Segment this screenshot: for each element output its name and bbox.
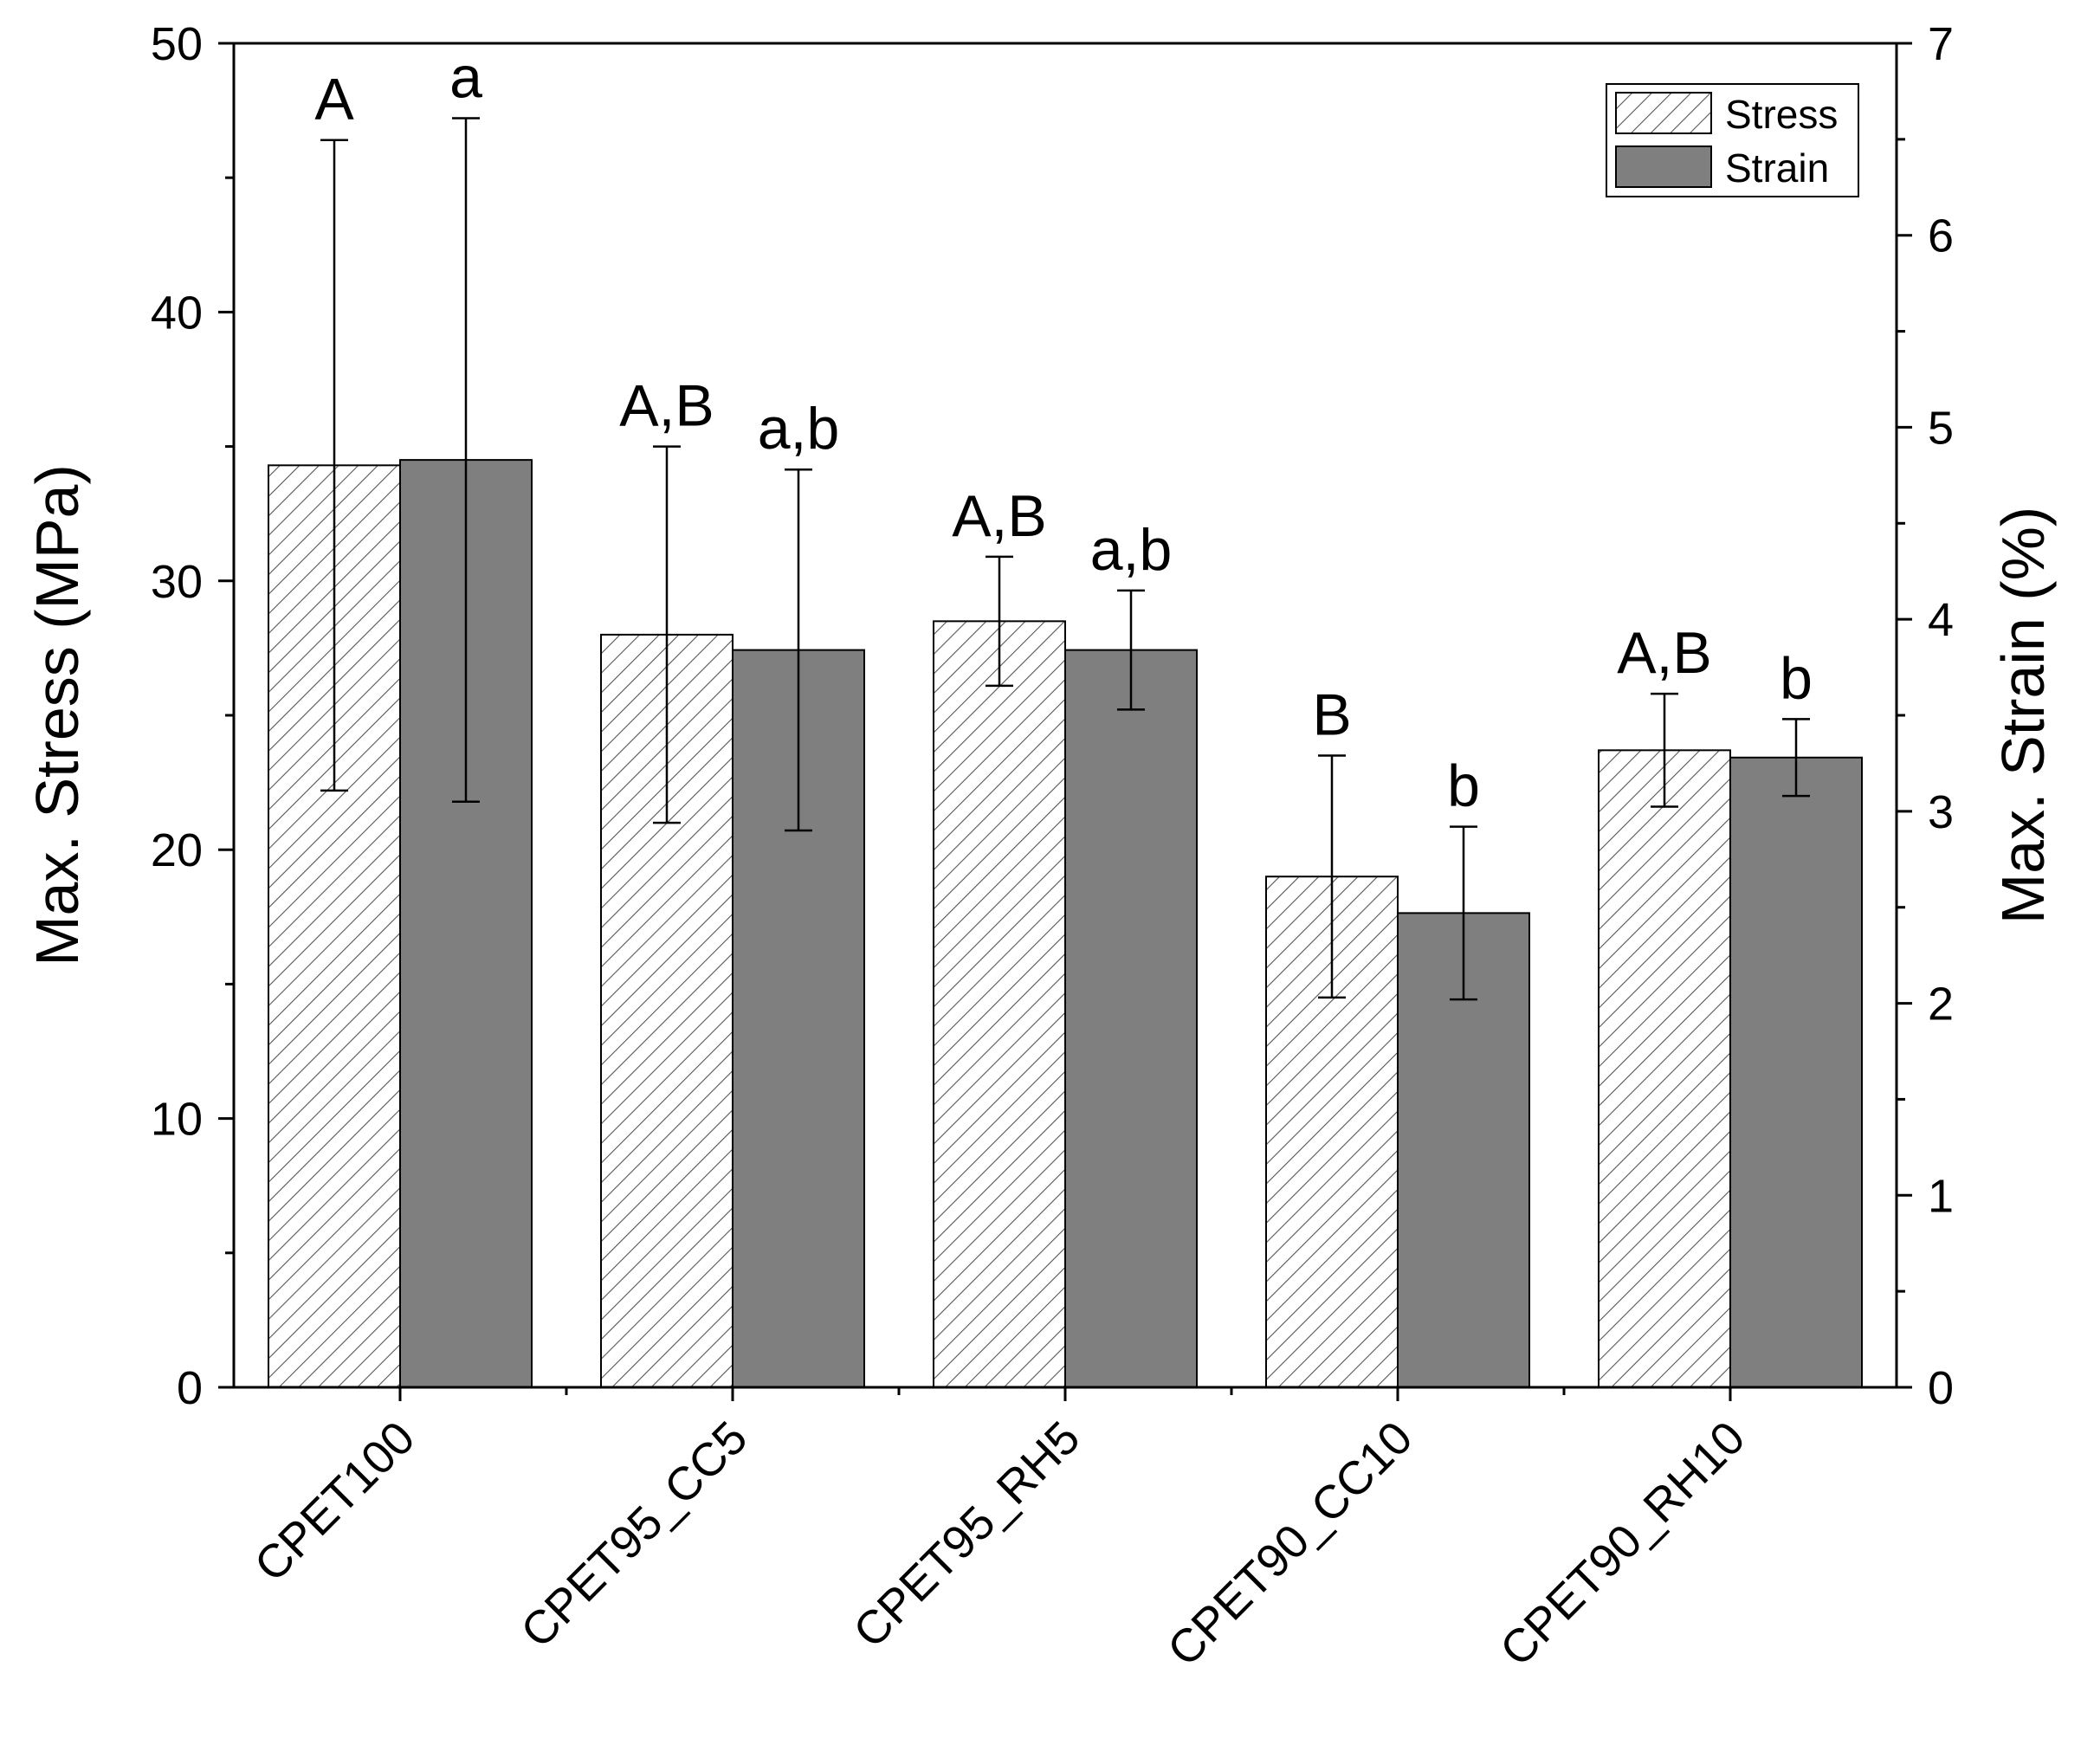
right-tick-label: 4 [1928, 594, 1954, 646]
y2-axis-title: Max. Strain (%) [1989, 507, 2057, 924]
right-tick-label: 7 [1928, 18, 1954, 70]
right-tick-label: 0 [1928, 1362, 1954, 1414]
left-tick-label: 20 [151, 824, 203, 876]
left-tick-label: 40 [151, 287, 203, 339]
legend: Stress Strain [1606, 83, 1859, 197]
legend-label-stress: Stress [1725, 92, 1838, 137]
right-tick-label: 3 [1928, 786, 1954, 838]
left-tick-label: 30 [151, 556, 203, 608]
left-axis-ticks: 0 10 20 30 40 50 [151, 18, 234, 1414]
right-tick-label: 2 [1928, 979, 1954, 1031]
right-tick-label: 1 [1928, 1170, 1954, 1222]
bar-strain-cpet95_rh5 [1064, 649, 1198, 1388]
sig-letter-stress-cpet90_cc10: B [1312, 682, 1351, 748]
sig-letter-strain-cpet90_rh10: b [1780, 645, 1813, 711]
bar-stress-cpet95_rh5 [933, 620, 1066, 1388]
right-tick-label: 6 [1928, 210, 1954, 262]
legend-swatch-stress [1615, 92, 1712, 134]
sig-letter-stress-cpet90_rh10: A,B [1617, 620, 1712, 686]
left-tick-label: 50 [151, 18, 203, 70]
error-bars-layer [320, 117, 1810, 1001]
left-tick-label: 10 [151, 1094, 203, 1146]
right-axis-ticks: 0 1 2 3 4 5 6 7 [1897, 18, 1954, 1414]
sig-letter-stress-cpet95_rh5: A,B [952, 483, 1047, 549]
left-tick-label: 0 [177, 1362, 203, 1414]
right-tick-label: 5 [1928, 402, 1954, 454]
bars-layer [268, 459, 1863, 1388]
bar-strain-cpet90_rh10 [1729, 756, 1863, 1388]
sig-letter-strain-cpet100: a [449, 44, 482, 110]
legend-label-strain: Strain [1725, 145, 1829, 191]
sig-letter-stress-cpet95_cc5: A,B [619, 373, 714, 439]
sig-letter-strain-cpet90_cc10: b [1447, 753, 1480, 819]
sig-letter-stress-cpet100: A [314, 67, 354, 132]
legend-swatch-strain [1615, 145, 1712, 188]
sig-letter-strain-cpet95_cc5: a,b [758, 396, 840, 462]
sig-letter-strain-cpet95_rh5: a,b [1090, 517, 1173, 583]
y-axis-title: Max. Stress (MPa) [23, 464, 91, 966]
bar-stress-cpet90_rh10 [1598, 749, 1731, 1388]
